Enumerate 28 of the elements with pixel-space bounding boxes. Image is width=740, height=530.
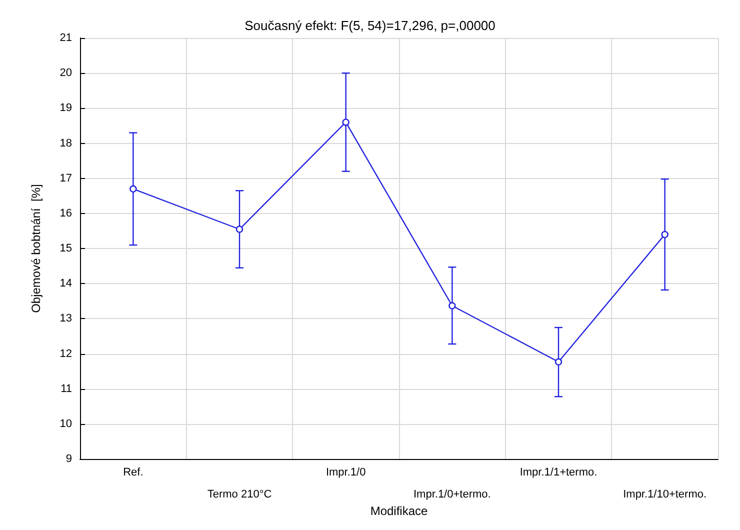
y-tick-label: 15 <box>60 242 72 255</box>
point <box>342 118 350 126</box>
y-tick-label: 11 <box>60 382 72 395</box>
y-axis-title: Objemové bobtnání [%] <box>29 184 43 313</box>
point <box>554 358 562 366</box>
y-tick-label: 10 <box>60 418 72 430</box>
y-tick-label: 16 <box>60 207 72 220</box>
y-tick-label: 18 <box>60 137 72 150</box>
point <box>661 230 668 238</box>
y-tick-label: 20 <box>60 67 72 80</box>
y-tick-label: 17 <box>60 172 72 184</box>
chart-title: Současný efekt: F(5, 54)=17,296, p=,00000 <box>244 18 496 33</box>
point <box>448 302 456 310</box>
y-tick-label: 12 <box>60 348 72 360</box>
point <box>130 185 137 192</box>
x-axis-title: Modifikace <box>370 504 428 518</box>
x-tick-label: Impr.1/0+termo. <box>413 488 491 501</box>
x-tick-label: Ref. <box>123 466 144 479</box>
point <box>236 226 244 233</box>
y-tick-label: 19 <box>60 102 72 114</box>
x-tick-label: Termo 210°C <box>207 488 272 501</box>
x-tick-label: Impr.1/1+termo. <box>520 466 598 479</box>
y-tick-label: 21 <box>60 32 72 44</box>
x-tick-label: Impr.1/0 <box>326 466 366 479</box>
y-tick-label: 14 <box>60 278 72 290</box>
y-tick-label: 13 <box>60 312 72 325</box>
x-tick-label: Impr.1/10+termo. <box>623 488 707 501</box>
y-tick-label: 9 <box>66 453 72 466</box>
